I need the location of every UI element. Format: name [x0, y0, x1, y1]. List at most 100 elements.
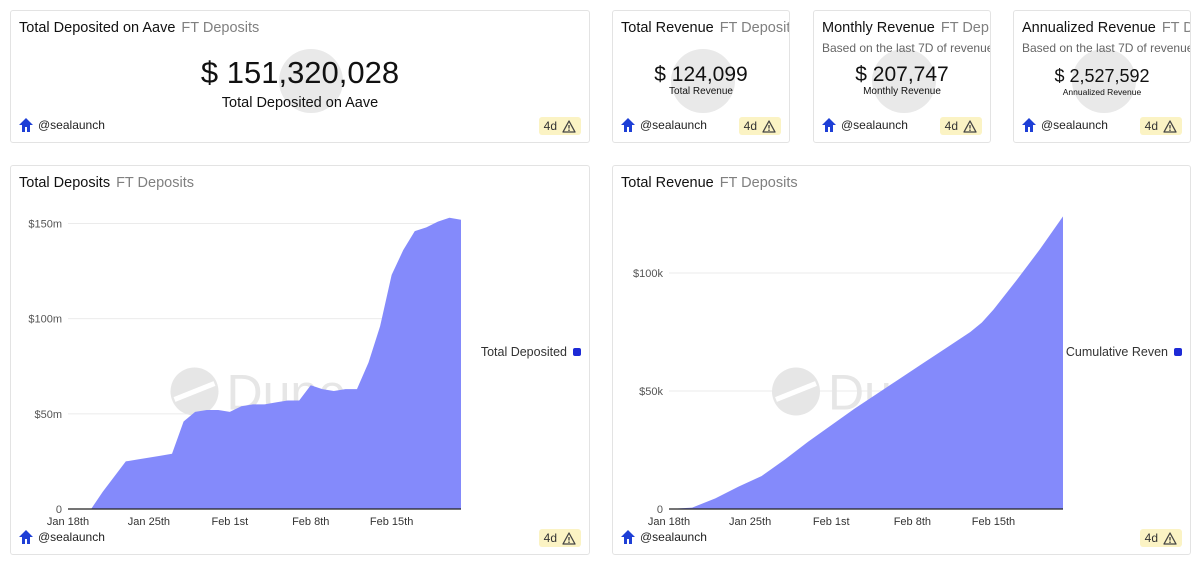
counter-value: $ 124,099: [654, 63, 748, 86]
badge-age: 4d: [543, 119, 557, 133]
card-subtitle[interactable]: FT D...: [1161, 20, 1190, 36]
y-tick-label: 0: [657, 504, 663, 516]
x-tick-label: Feb 15th: [972, 516, 1015, 528]
author-name: @sealaunch: [640, 530, 707, 544]
counter-card-total-deposited: Total Deposited on Aave FT Deposits $ 151…: [10, 10, 590, 143]
dune-logo-stripe: [775, 381, 817, 402]
chart-legend[interactable]: Cumulative Reven: [1066, 345, 1182, 359]
warning-icon: [762, 119, 776, 133]
counter-label: Total Deposited on Aave: [221, 95, 379, 111]
badge-age: 4d: [743, 119, 757, 133]
dune-logo-watermark: [671, 49, 735, 113]
y-tick-label: $50k: [639, 386, 663, 398]
counter-value: $ 151,320,028: [200, 55, 400, 90]
sealaunch-logo-icon: [621, 118, 635, 132]
card-header: Total Deposited on Aave FT Deposits: [19, 20, 259, 36]
badge-age: 4d: [1144, 119, 1158, 133]
author-link[interactable]: @sealaunch: [1021, 117, 1108, 133]
counter-label: Annualized Revenue: [1062, 87, 1142, 97]
author-link[interactable]: @sealaunch: [620, 529, 707, 545]
counter-label: Total Revenue: [669, 86, 733, 97]
card-subtitle[interactable]: FT Deposits: [116, 175, 194, 191]
counter-card-total-revenue: Total Revenue FT Deposits $ 124,099 Total…: [612, 10, 790, 143]
card-title[interactable]: Total Deposits: [19, 175, 111, 191]
card-subtitle[interactable]: FT Dep...: [940, 20, 990, 36]
legend-label: Total Deposited: [480, 345, 567, 359]
warning-icon: [963, 119, 977, 133]
x-tick-label: Feb 8th: [292, 516, 329, 528]
card-header: Total Deposits FT Deposits: [19, 175, 194, 191]
warning-icon: [562, 531, 576, 545]
x-tick-label: Jan 25th: [729, 516, 771, 528]
card-subtitle[interactable]: FT Deposits: [719, 20, 790, 36]
area-series: [91, 217, 461, 509]
sealaunch-logo-icon: [19, 530, 33, 544]
author-link[interactable]: @sealaunch: [18, 117, 105, 133]
legend-swatch: [1174, 348, 1182, 356]
card-title[interactable]: Total Deposited on Aave: [19, 20, 176, 36]
stale-badge[interactable]: 4d: [538, 117, 581, 135]
author-name: @sealaunch: [841, 118, 908, 132]
y-tick-label: $100m: [28, 314, 62, 326]
card-title[interactable]: Annualized Revenue: [1022, 20, 1156, 36]
badge-age: 4d: [543, 531, 557, 545]
stale-badge[interactable]: 4d: [939, 117, 982, 135]
dune-logo-watermark: [279, 49, 343, 113]
x-tick-label: Feb 15th: [370, 516, 413, 528]
card-subtitle[interactable]: FT Deposits: [181, 20, 260, 36]
stale-badge[interactable]: 4d: [1139, 117, 1182, 135]
warning-icon: [1163, 119, 1177, 133]
card-header: Total Revenue FT Deposits: [621, 175, 798, 191]
sealaunch-logo-icon: [19, 118, 33, 132]
author-link[interactable]: @sealaunch: [620, 117, 707, 133]
card-title[interactable]: Total Revenue: [621, 175, 714, 191]
x-tick-label: Feb 1st: [813, 516, 850, 528]
y-tick-label: $50m: [34, 409, 62, 421]
author-name: @sealaunch: [38, 118, 105, 132]
chart-legend[interactable]: Total Deposited: [481, 345, 581, 359]
legend-label: Cumulative Reven: [1065, 345, 1168, 359]
area-series: [669, 216, 1063, 510]
counter-value: $ 2,527,592: [1054, 66, 1150, 86]
x-tick-label: Jan 25th: [128, 516, 170, 528]
card-title[interactable]: Monthly Revenue: [822, 20, 935, 36]
warning-icon: [1163, 531, 1177, 545]
sealaunch-logo-icon: [1022, 118, 1036, 132]
sealaunch-logo-icon: [621, 530, 635, 544]
author-link[interactable]: @sealaunch: [821, 117, 908, 133]
card-subtitle[interactable]: FT Deposits: [719, 175, 798, 191]
badge-age: 4d: [944, 119, 958, 133]
author-link[interactable]: @sealaunch: [18, 529, 105, 545]
x-tick-label: Feb 1st: [211, 516, 248, 528]
stale-badge[interactable]: 4d: [1139, 529, 1182, 547]
x-tick-label: Feb 8th: [894, 516, 931, 528]
card-description: Based on the last 7D of revenue: [1022, 41, 1191, 55]
stale-badge[interactable]: 4d: [538, 529, 581, 547]
counter-card-monthly-revenue: Monthly Revenue FT Dep... Based on the la…: [813, 10, 991, 143]
dune-logo-stripe: [173, 381, 216, 402]
counter-value: $ 207,747: [855, 63, 949, 86]
y-tick-label: 0: [56, 504, 62, 516]
dune-logo-watermark: [1072, 49, 1136, 113]
counter-label: Monthly Revenue: [863, 86, 941, 97]
y-tick-label: $100k: [633, 268, 663, 280]
author-name: @sealaunch: [1041, 118, 1108, 132]
author-name: @sealaunch: [38, 530, 105, 544]
legend-swatch: [573, 348, 581, 356]
card-description: Based on the last 7D of revenue: [822, 41, 991, 55]
card-title[interactable]: Total Revenue: [621, 20, 714, 36]
card-header: Monthly Revenue FT Dep...: [822, 20, 990, 36]
stale-badge[interactable]: 4d: [738, 117, 781, 135]
x-tick-label: Jan 18th: [648, 516, 690, 528]
x-tick-label: Jan 18th: [47, 516, 89, 528]
counter-card-annualized-revenue: Annualized Revenue FT D... Based on the l…: [1013, 10, 1191, 143]
y-tick-label: $150m: [28, 219, 62, 231]
card-header: Total Revenue FT Deposits: [621, 20, 790, 36]
sealaunch-logo-icon: [822, 118, 836, 132]
dune-logo-watermark: [872, 49, 936, 113]
card-header: Annualized Revenue FT D...: [1022, 20, 1190, 36]
chart-card-total-deposits: 0 $50m $100m $150m Dune Jan 18th Jan 25th Feb 1…: [10, 165, 590, 555]
